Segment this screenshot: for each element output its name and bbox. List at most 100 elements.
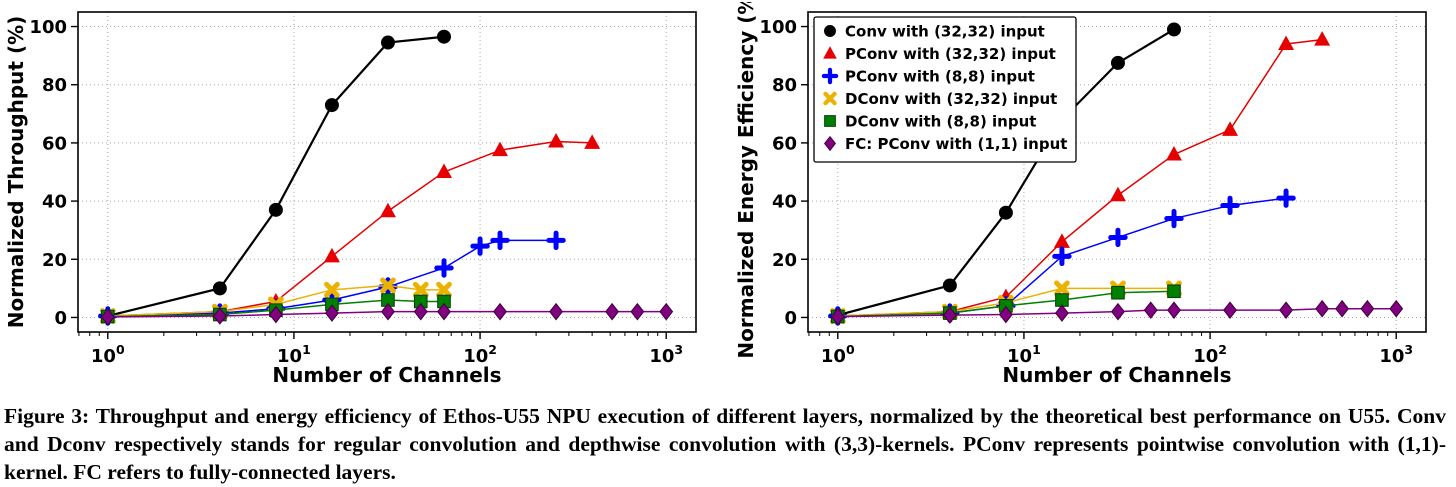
y-axis-label: Normalized Energy Efficiency (%) [736,2,758,359]
x-marker [412,281,429,298]
diamond-marker [1315,299,1330,318]
x-axis-label: Number of Channels [1002,363,1231,387]
series-line [107,140,593,317]
y-tick-label: 60 [772,133,797,154]
triangle-marker [1109,186,1126,202]
legend-item-4: DConv with (8,8) input [824,112,1036,130]
y-tick-label: 40 [42,192,67,213]
triangle-marker [492,141,509,157]
diamond-marker [324,304,339,322]
series-line [837,290,1175,318]
diamond-marker [381,302,395,321]
series-1 [99,132,601,322]
series-line [837,287,1174,317]
diamond-marker [1223,301,1237,319]
legend-label: Conv with (32,32) input [845,22,1045,40]
series-5 [830,299,1404,326]
diamond-marker [1167,301,1181,319]
series-line [107,35,445,318]
plus-marker [1276,188,1296,208]
y-tick-label: 20 [42,250,67,271]
normalized-energy-efficiency-plot: 100 101 102 103 0 20 40 60 80 100 Number of Channe… [734,0,1427,387]
triangle-marker [323,247,340,263]
y-tick-label: 40 [772,192,797,213]
diamond-marker [1279,301,1294,319]
x-tick-label: 100 [821,342,855,367]
diamond-marker [1360,299,1375,318]
x-marker [823,91,837,106]
diamond-marker [493,302,507,321]
normalized-throughput-plot: 100 101 102 103 0 20 40 60 80 100 Number of Channe… [4,11,697,387]
triangle-marker [435,163,452,178]
x-axis-label: Number of Channels [272,363,501,387]
circle-marker [998,205,1013,220]
x-tick-label: 103 [649,342,683,367]
x-tick-label: 103 [1379,342,1413,367]
diamond-marker [942,306,957,324]
diamond-marker [830,307,845,326]
circle-marker [268,202,283,217]
diamond-marker [268,305,283,324]
diamond-marker [100,308,115,326]
diamond-marker [1389,299,1404,318]
diamond-marker [549,302,564,321]
energy-efficiency-chart: 100 101 102 103 0 20 40 60 80 100 Number of Channe… [734,0,1442,397]
diamond-marker [437,302,451,321]
diamond-marker [212,307,227,325]
triangle-marker [1165,146,1182,161]
plus-marker [490,230,510,251]
y-tick-label: 80 [772,75,797,96]
square-marker [1167,284,1181,299]
triangle-marker [548,132,565,148]
triangle-marker [1278,35,1295,50]
diamond-marker [1054,304,1069,322]
triangle-marker [584,134,601,149]
x-tick-label: 102 [463,342,497,367]
series-5 [100,302,674,326]
figure-caption: Figure 3: Throughput and energy efficien… [4,404,1446,484]
diamond-marker [1111,302,1125,321]
x-tick-label: 101 [1007,342,1041,367]
diamond-marker [1143,301,1158,319]
charts-row: 100 101 102 103 0 20 40 60 80 100 Number of Channe… [0,0,1456,397]
legend-box [813,16,1077,163]
circle-marker [212,281,227,296]
diamond-marker [998,305,1013,324]
legend-item-2: PConv with (8,8) input [821,67,1035,85]
legend-item-3: DConv with (32,32) input [823,90,1057,108]
circle-marker [1110,55,1125,70]
y-tick-label: 80 [42,75,67,96]
plus-marker [470,236,490,256]
legend-item-1: PConv with (32,32) input [823,45,1056,63]
plot-border [807,11,1427,333]
y-tick-label: 0 [784,308,797,329]
legend: Conv with (32,32) input PConv with (32,32… [813,16,1077,163]
plus-marker [1220,195,1240,216]
triangle-marker [379,202,396,218]
x-marker [436,281,452,298]
triangle-marker [1314,31,1331,46]
square-marker [1111,285,1125,300]
diamond-marker [1335,299,1350,318]
square-marker [824,115,836,127]
y-tick-label: 60 [42,133,67,154]
plus-marker [821,67,839,85]
plot-border [77,11,697,333]
diamond-marker [630,302,645,321]
diamond-marker [413,302,428,321]
y-tick-label: 100 [29,17,67,38]
legend-label: PConv with (32,32) input [845,45,1056,63]
series-0 [100,29,451,323]
y-tick-label: 100 [759,17,797,38]
diamond-marker [824,135,836,152]
series-line [837,28,1175,317]
x-marker [380,277,396,294]
legend-label: FC: PConv with (1,1) input [845,135,1067,153]
plus-marker [1164,208,1184,229]
x-marker [1054,280,1070,297]
circle-marker [1166,22,1181,37]
axis-ticks: 100 101 102 103 0 20 40 60 80 100 [759,17,1413,367]
legend-item-0: Conv with (32,32) input [824,22,1045,40]
plus-marker [434,258,454,278]
